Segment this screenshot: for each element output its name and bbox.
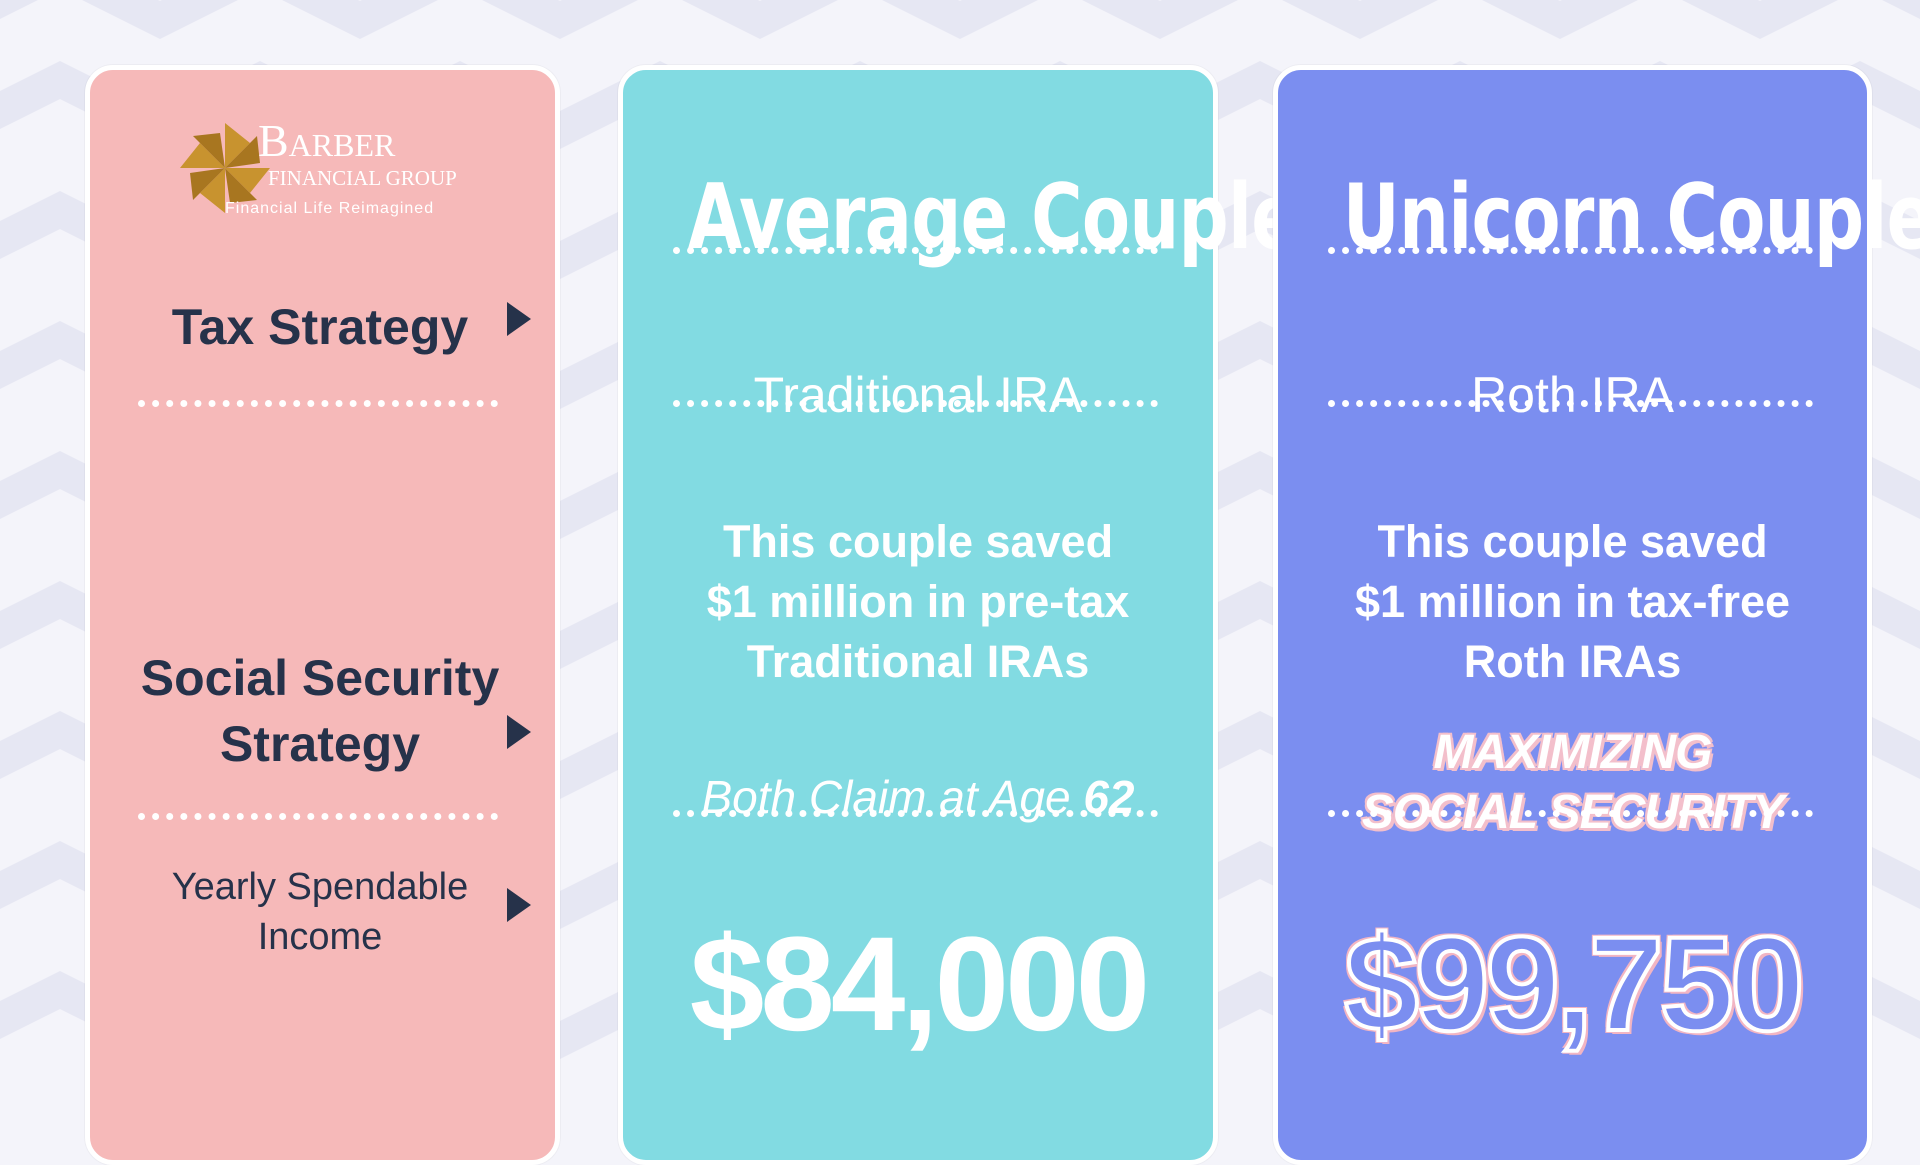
social-security-arrow-icon <box>507 715 531 749</box>
unicorn-yearly-income: $99,750 <box>1342 908 1806 1061</box>
dotted-divider <box>1328 400 1813 407</box>
average-tax-strategy: Traditional IRA <box>753 367 1083 423</box>
tax-strategy-arrow-icon <box>507 302 531 336</box>
logo-company-name: Barber <box>258 115 396 166</box>
dotted-divider <box>138 813 498 820</box>
dotted-divider <box>1328 810 1813 817</box>
unicorn-tax-strategy: Roth IRA <box>1471 367 1674 423</box>
social-security-strategy-label: Social Security Strategy <box>140 650 500 772</box>
income-arrow-icon <box>507 888 531 922</box>
yearly-spendable-income-label: Yearly Spendable Income <box>171 866 469 958</box>
logo-company-subname: FINANCIAL GROUP <box>268 166 457 190</box>
dotted-divider <box>1328 247 1813 254</box>
unicorn-savings-description: This couple saved $1 million in tax-free… <box>1354 516 1791 687</box>
unicorn-couple-card: Unicorn Couple Roth IRA This couple save… <box>1273 65 1920 1165</box>
unicorn-strategy-line1: MAXIMIZING <box>1433 726 1713 779</box>
average-yearly-income: $84,000 <box>689 910 1150 1059</box>
dotted-divider <box>138 400 498 407</box>
dotted-divider <box>673 400 1158 407</box>
average-couple-card: Average Couple Traditional IRA This coup… <box>618 65 1299 1165</box>
average-couple-title: Average Couple <box>687 165 1299 270</box>
logo-tagline: Financial Life Reimagined <box>225 200 435 217</box>
tax-strategy-label: Tax Strategy <box>171 299 469 355</box>
dotted-divider <box>673 810 1158 817</box>
pinwheel-logo-icon <box>180 123 270 213</box>
unicorn-couple-title: Unicorn Couple <box>1342 165 1920 270</box>
average-savings-description: This couple saved $1 million in pre-tax … <box>706 516 1130 687</box>
row-labels-card: Barber FINANCIAL GROUP Financial Life Re… <box>85 65 560 1165</box>
dotted-divider <box>673 247 1158 254</box>
